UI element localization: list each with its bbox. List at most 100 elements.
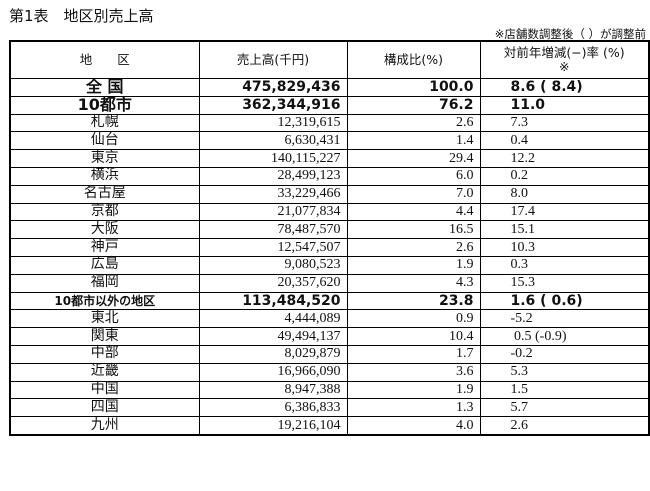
area-cell: 福岡 bbox=[9, 273, 200, 293]
area-cell: 関東 bbox=[9, 327, 200, 346]
area-cell: 東京 bbox=[9, 149, 200, 168]
growth-cell: 15.3 bbox=[479, 273, 650, 293]
area-cell: 東北 bbox=[9, 309, 200, 329]
area-cell: 仙台 bbox=[9, 131, 200, 151]
growth-cell: 0.4 bbox=[479, 131, 650, 151]
share-cell: 10.4 bbox=[346, 327, 481, 346]
table-row: 大阪 78,487,570 16.5 15.1 bbox=[9, 220, 650, 240]
table-row: 10都市 362,344,916 76.2 11.0 bbox=[9, 95, 650, 115]
growth-cell: 7.3 bbox=[479, 113, 650, 133]
table-row: 近畿 16,966,090 3.6 5.3 bbox=[9, 362, 650, 382]
sales-cell: 475,829,436 bbox=[198, 78, 348, 97]
growth-cell: 1.6 ( 0.6) bbox=[479, 291, 650, 311]
table-row: 福岡 20,357,620 4.3 15.3 bbox=[9, 273, 650, 293]
sales-table: 地 区 売上高(千円) 構成比(%) 対前年増減(−)率 (%) ※ 全 国 47… bbox=[9, 40, 650, 436]
growth-cell: 8.0 bbox=[479, 184, 650, 204]
header-row: 地 区 売上高(千円) 構成比(%) 対前年増減(−)率 (%) ※ bbox=[9, 40, 650, 79]
share-cell: 29.4 bbox=[346, 149, 481, 168]
table-note: ※店舗数調整後（ ）が調整前 bbox=[494, 27, 646, 41]
growth-cell: 8.6 ( 8.4) bbox=[479, 78, 650, 97]
sales-cell: 20,357,620 bbox=[198, 273, 348, 293]
area-cell: 10都市以外の地区 bbox=[9, 291, 200, 311]
area-cell: 全 国 bbox=[9, 78, 200, 97]
area-cell: 京都 bbox=[9, 202, 200, 222]
table-row: 東京 140,115,227 29.4 12.2 bbox=[9, 149, 650, 168]
area-cell: 近畿 bbox=[9, 362, 200, 382]
growth-cell: 17.4 bbox=[479, 202, 650, 222]
table-row: 札幌 12,319,615 2.6 7.3 bbox=[9, 113, 650, 133]
growth-cell: 11.0 bbox=[479, 95, 650, 115]
sales-cell: 113,484,520 bbox=[198, 291, 348, 311]
area-cell: 名古屋 bbox=[9, 184, 200, 204]
area-cell: 大阪 bbox=[9, 220, 200, 240]
area-cell: 10都市 bbox=[9, 95, 200, 115]
growth-cell: 5.7 bbox=[479, 398, 650, 418]
sales-cell: 21,077,834 bbox=[198, 202, 348, 222]
sales-cell: 4,444,089 bbox=[198, 309, 348, 329]
share-cell: 76.2 bbox=[346, 95, 481, 115]
sales-cell: 12,547,507 bbox=[198, 238, 348, 257]
growth-cell: 0.5 (-0.9) bbox=[479, 327, 650, 346]
table-row: 九州 19,216,104 4.0 2.6 bbox=[9, 416, 650, 436]
table-row: 全 国 475,829,436 100.0 8.6 ( 8.4) bbox=[9, 78, 650, 97]
growth-cell: 0.3 bbox=[479, 255, 650, 275]
area-cell: 札幌 bbox=[9, 113, 200, 133]
share-cell: 4.4 bbox=[346, 202, 481, 222]
area-cell: 広島 bbox=[9, 255, 200, 275]
sales-cell: 49,494,137 bbox=[198, 327, 348, 346]
table-row: 広島 9,080,523 1.9 0.3 bbox=[9, 255, 650, 275]
growth-cell: 10.3 bbox=[479, 238, 650, 257]
share-cell: 2.6 bbox=[346, 113, 481, 133]
sales-cell: 8,947,388 bbox=[198, 380, 348, 400]
sales-cell: 9,080,523 bbox=[198, 255, 348, 275]
share-cell: 16.5 bbox=[346, 220, 481, 240]
growth-cell: 5.3 bbox=[479, 362, 650, 382]
growth-cell: 2.6 bbox=[479, 416, 650, 436]
share-cell: 3.6 bbox=[346, 362, 481, 382]
share-cell: 6.0 bbox=[346, 166, 481, 186]
share-cell: 4.0 bbox=[346, 416, 481, 436]
sales-cell: 140,115,227 bbox=[198, 149, 348, 168]
sales-cell: 19,216,104 bbox=[198, 416, 348, 436]
sales-cell: 12,319,615 bbox=[198, 113, 348, 133]
sales-cell: 33,229,466 bbox=[198, 184, 348, 204]
table-row: 京都 21,077,834 4.4 17.4 bbox=[9, 202, 650, 222]
share-cell: 1.9 bbox=[346, 255, 481, 275]
table-row: 名古屋 33,229,466 7.0 8.0 bbox=[9, 184, 650, 204]
growth-cell: 1.5 bbox=[479, 380, 650, 400]
sales-cell: 8,029,879 bbox=[198, 344, 348, 364]
table-row: 中国 8,947,388 1.9 1.5 bbox=[9, 380, 650, 400]
growth-cell: 15.1 bbox=[479, 220, 650, 240]
share-cell: 1.9 bbox=[346, 380, 481, 400]
header-growth: 対前年増減(−)率 (%) ※ bbox=[479, 40, 650, 79]
header-share: 構成比(%) bbox=[346, 40, 481, 79]
sales-cell: 28,499,123 bbox=[198, 166, 348, 186]
table-row: 中部 8,029,879 1.7 -0.2 bbox=[9, 344, 650, 364]
share-cell: 1.4 bbox=[346, 131, 481, 151]
share-cell: 23.8 bbox=[346, 291, 481, 311]
share-cell: 2.6 bbox=[346, 238, 481, 257]
share-cell: 4.3 bbox=[346, 273, 481, 293]
sales-cell: 78,487,570 bbox=[198, 220, 348, 240]
share-cell: 1.7 bbox=[346, 344, 481, 364]
growth-cell: -0.2 bbox=[479, 344, 650, 364]
share-cell: 7.0 bbox=[346, 184, 481, 204]
growth-cell: -5.2 bbox=[479, 309, 650, 329]
sales-cell: 6,630,431 bbox=[198, 131, 348, 151]
share-cell: 1.3 bbox=[346, 398, 481, 418]
table-row: 関東 49,494,137 10.4 0.5 (-0.9) bbox=[9, 327, 650, 346]
sales-cell: 16,966,090 bbox=[198, 362, 348, 382]
area-cell: 九州 bbox=[9, 416, 200, 436]
area-cell: 横浜 bbox=[9, 166, 200, 186]
header-area: 地 区 bbox=[9, 40, 200, 79]
growth-cell: 0.2 bbox=[479, 166, 650, 186]
table-row: 四国 6,386,833 1.3 5.7 bbox=[9, 398, 650, 418]
area-cell: 中部 bbox=[9, 344, 200, 364]
table-row: 神戸 12,547,507 2.6 10.3 bbox=[9, 238, 650, 257]
sales-cell: 362,344,916 bbox=[198, 95, 348, 115]
table-row: 東北 4,444,089 0.9 -5.2 bbox=[9, 309, 650, 329]
share-cell: 100.0 bbox=[346, 78, 481, 97]
area-cell: 中国 bbox=[9, 380, 200, 400]
sales-cell: 6,386,833 bbox=[198, 398, 348, 418]
area-cell: 神戸 bbox=[9, 238, 200, 257]
